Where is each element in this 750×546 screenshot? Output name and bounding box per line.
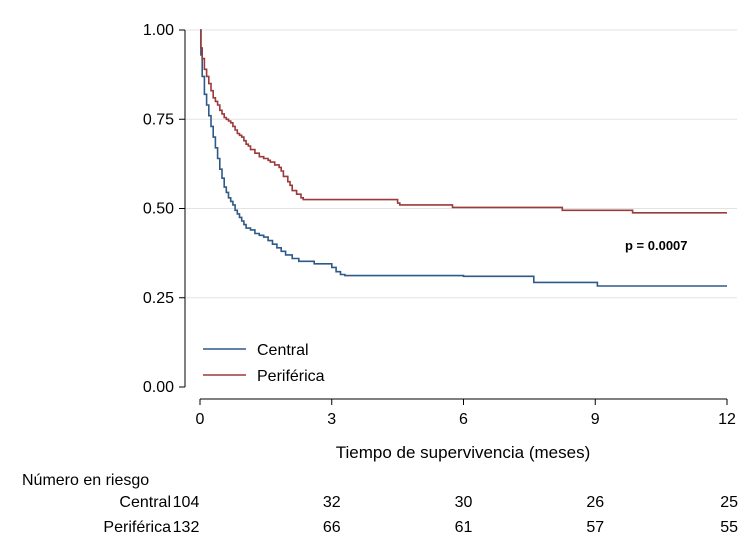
gridlines	[186, 29, 737, 299]
risk-value-central-3: 32	[323, 494, 341, 511]
legend: Central Periférica	[203, 342, 325, 385]
x-tick-label-0: 0	[196, 411, 205, 428]
risk-value-periferica-12: 55	[720, 519, 738, 536]
risk-row-label-periferica: Periférica	[103, 519, 171, 536]
x-tick-label-1: 3	[327, 411, 336, 428]
risk-value-central-6: 30	[455, 494, 473, 511]
survival-curves	[200, 29, 727, 287]
legend-label-central: Central	[257, 342, 309, 359]
survival-curve-central	[200, 29, 727, 287]
y-tick-label-3: 0.75	[143, 111, 174, 128]
y-tick-label-0: 0.00	[143, 379, 174, 396]
risk-value-periferica-6: 61	[455, 519, 473, 536]
y-tick-label-2: 0.50	[143, 201, 174, 218]
risk-value-central-12: 25	[720, 494, 738, 511]
risk-value-periferica-0: 132	[173, 519, 200, 536]
risk-value-periferica-9: 57	[586, 519, 604, 536]
x-axis-title: Tiempo de supervivencia (meses)	[336, 443, 590, 462]
x-tick-label-4: 12	[718, 411, 736, 428]
survival-curve-periferica	[200, 29, 727, 214]
risk-value-central-9: 26	[586, 494, 604, 511]
risk-table-header: Número en riesgo	[22, 472, 149, 489]
risk-table: Número en riesgo Central 104 32 30 26 25 Perif…	[22, 472, 738, 536]
risk-value-central-0: 104	[173, 494, 200, 511]
p-value-annotation: p = 0.0007	[625, 238, 688, 253]
risk-value-periferica-3: 66	[323, 519, 341, 536]
annotations: p = 0.0007	[625, 238, 688, 253]
x-tick-label-2: 6	[459, 411, 468, 428]
risk-row-label-central: Central	[119, 494, 171, 511]
legend-label-periferica: Periférica	[257, 368, 325, 385]
y-tick-label-1: 0.25	[143, 290, 174, 307]
axes: 0.00 0.25 0.50 0.75 1.00 0 3 6 9 12	[143, 22, 736, 428]
x-tick-label-3: 9	[591, 411, 600, 428]
y-tick-label-4: 1.00	[143, 22, 174, 39]
x-axis-title-group: Tiempo de supervivencia (meses)	[336, 443, 590, 462]
